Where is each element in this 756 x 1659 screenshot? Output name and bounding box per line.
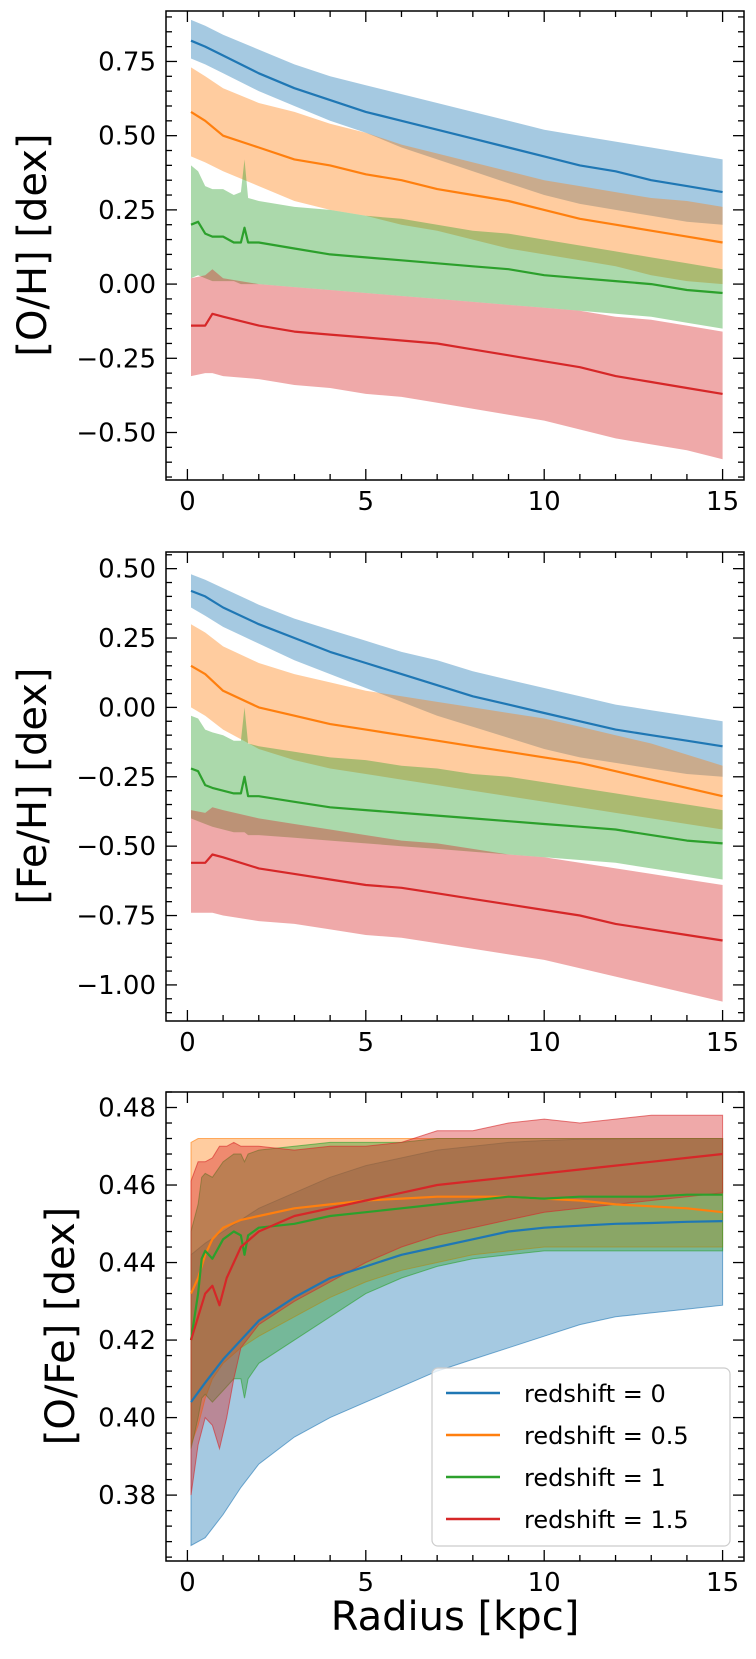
band-series-3 <box>191 269 723 460</box>
line-series-0 <box>190 1220 723 1403</box>
x-tick-label: 0 <box>179 1568 196 1598</box>
line-series-3 <box>191 312 723 395</box>
y-tick-label: −0.50 <box>76 419 156 449</box>
y-axis-label: [O/Fe] [dex] <box>38 1207 84 1446</box>
line-series-0 <box>190 589 723 748</box>
y-tick-label: 0.25 <box>98 196 156 226</box>
y-tick-label: 0.25 <box>98 624 156 654</box>
x-tick-label: 0 <box>179 487 196 517</box>
panel-oh: 0 5 10 15 −0.50 −0.25 0.00 0.25 0.50 0.75 [O/H] [… <box>10 10 745 517</box>
band-series-0 <box>191 574 723 777</box>
x-tick-label: 10 <box>528 1028 561 1058</box>
y-tick-label: −1.00 <box>76 971 156 1001</box>
x-axis-label: Radius [kpc] <box>331 1594 580 1640</box>
plot-frame <box>165 1091 745 1562</box>
plot-frame <box>165 551 745 1022</box>
panel-feh: 0 5 10 15 −1.00 −0.75 −0.50 −0.25 0.00 0.25 0.50 [… <box>10 551 745 1058</box>
x-tick-label: 5 <box>358 487 375 517</box>
line-series-2 <box>190 220 723 295</box>
legend-label-0: redshift = 0 <box>524 1380 666 1408</box>
y-tick-label: 0.50 <box>98 555 156 585</box>
line-series-3 <box>189 1152 723 1341</box>
legend: redshift = 0 redshift = 0.5 redshift = 1… <box>431 1367 731 1547</box>
line-series-3 <box>191 853 723 942</box>
y-tick-label: −0.25 <box>76 763 156 793</box>
y-tick-label: 0.40 <box>98 1404 156 1434</box>
band-series-2 <box>190 1138 724 1449</box>
panel-ofe: 0 5 10 15 0.38 0.40 0.42 0.44 0.46 0.48 [O/Fe] [d… <box>38 1091 745 1598</box>
y-tick-label: 0.00 <box>98 693 156 723</box>
legend-box <box>431 1367 731 1547</box>
y-tick-label: −0.50 <box>76 832 156 862</box>
y-axis-label: [Fe/H] [dex] <box>10 667 56 904</box>
plot-frame <box>165 10 745 481</box>
x-tick-label: 5 <box>358 1568 375 1598</box>
line-series-2 <box>189 1193 723 1341</box>
x-tick-label: 15 <box>706 1568 739 1598</box>
band-series-1 <box>191 624 723 830</box>
line-series-0 <box>190 39 723 194</box>
y-tick-label: 0.00 <box>98 270 156 300</box>
y-tick-label: 0.38 <box>98 1481 156 1511</box>
legend-label-1: redshift = 0.5 <box>524 1422 689 1450</box>
band-series-0 <box>191 19 723 225</box>
x-tick-label: 15 <box>706 487 739 517</box>
y-tick-label: 0.75 <box>98 47 156 77</box>
x-tick-label: 0 <box>179 1028 196 1058</box>
legend-label-3: redshift = 1.5 <box>524 1506 689 1534</box>
x-tick-label: 5 <box>358 1028 375 1058</box>
y-axis-label: [O/H] [dex] <box>10 133 56 356</box>
band-series-0 <box>190 1138 724 1547</box>
y-tick-label: 0.48 <box>98 1094 156 1124</box>
band-series-2 <box>191 159 723 329</box>
y-tick-label: 0.44 <box>98 1249 156 1279</box>
legend-label-2: redshift = 1 <box>524 1464 666 1492</box>
y-tick-label: 0.46 <box>98 1171 156 1201</box>
y-tick-label: 0.50 <box>98 122 156 152</box>
x-tick-label: 10 <box>528 1568 561 1598</box>
band-series-2 <box>191 707 723 880</box>
y-tick-label: −0.25 <box>76 344 156 374</box>
x-tick-label: 10 <box>528 487 561 517</box>
line-series-1 <box>189 1195 723 1295</box>
line-series-1 <box>190 110 723 244</box>
x-tick-label: 15 <box>706 1028 739 1058</box>
line-series-2 <box>190 767 723 845</box>
y-tick-label: 0.42 <box>98 1326 156 1356</box>
band-series-1 <box>191 67 723 285</box>
y-tick-label: −0.75 <box>76 902 156 932</box>
line-series-1 <box>190 664 723 798</box>
band-series-3 <box>191 807 723 1002</box>
